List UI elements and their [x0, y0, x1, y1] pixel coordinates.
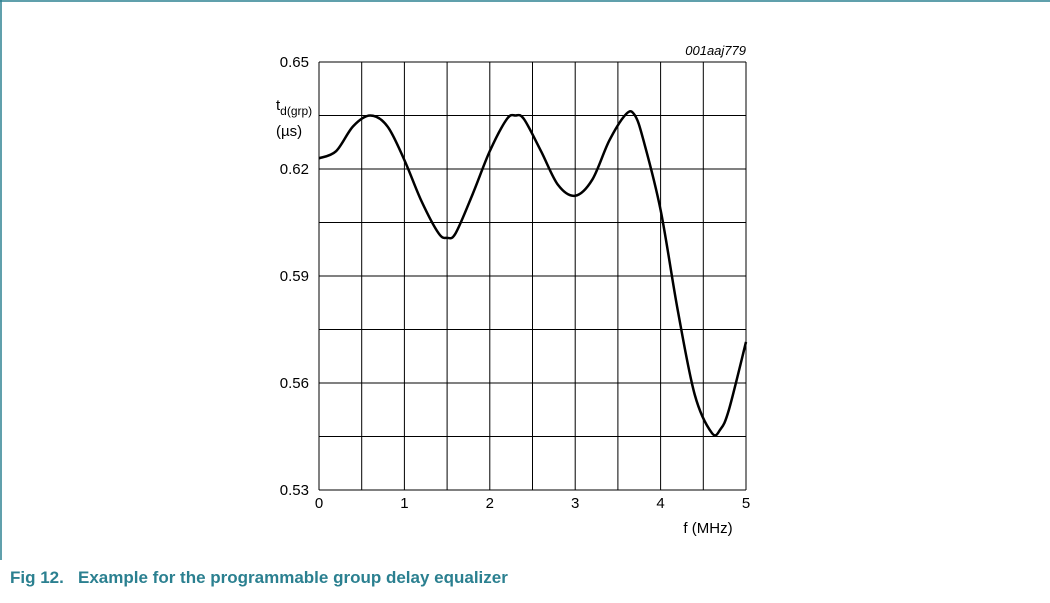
- x-tick-label: 0: [315, 495, 323, 512]
- x-tick-label: 3: [571, 495, 579, 512]
- y-tick-label: 0.53: [280, 482, 309, 499]
- y-tick-label: 0.65: [280, 54, 309, 71]
- y-label-main: t: [276, 97, 281, 114]
- y-label-sub: d(grp): [280, 104, 312, 118]
- y-tick-label: 0.62: [280, 161, 309, 178]
- x-tick-label: 2: [486, 495, 494, 512]
- x-tick-label: 4: [656, 495, 664, 512]
- caption: Fig 12. Example for the programmable gro…: [10, 568, 508, 587]
- data-line: [318, 110, 748, 437]
- y-tick-label: 0.56: [280, 375, 309, 392]
- x-tick-label: 5: [742, 495, 750, 512]
- x-axis-label: f (MHz): [683, 520, 732, 537]
- y-axis-label: td(grp): [276, 97, 312, 118]
- y-tick-label: 0.59: [280, 268, 309, 285]
- figure-code: 001aaj779: [685, 43, 746, 58]
- y-axis-unit: (µs): [276, 123, 302, 140]
- x-tick-label: 1: [400, 495, 408, 512]
